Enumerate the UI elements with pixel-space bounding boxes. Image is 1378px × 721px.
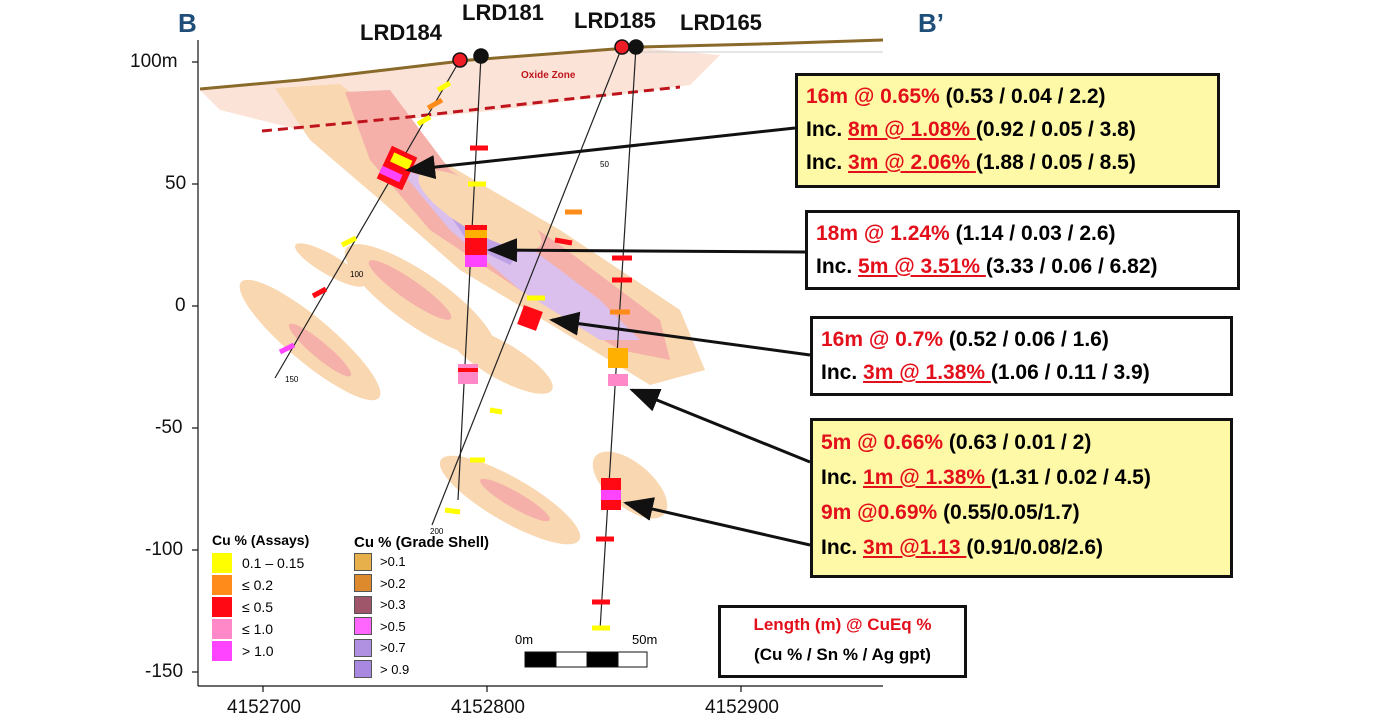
hole-trace-lrd165 (599, 46, 637, 631)
shell-lens (295, 243, 365, 287)
hole-trace-lrd184 (274, 59, 461, 379)
legend-item: >0.2 (354, 573, 489, 595)
collar-lrd184 (452, 52, 468, 68)
intercept-box-3: 16m @ 0.7% (0.52 / 0.06 / 1.6) Inc. 3m @… (810, 316, 1233, 396)
oxide-zone-label: Oxide Zone (521, 70, 576, 81)
callout-arrows (405, 126, 811, 547)
axes (192, 40, 883, 692)
depth-mark: 50 (600, 160, 609, 169)
shell-lens (418, 170, 542, 250)
legend-item: > 0.9 (354, 659, 489, 681)
arrow-intercept-1 (405, 126, 796, 180)
key-line-2: (Cu % / Sn % / Ag gpt) (754, 645, 931, 664)
arrow-intercept-3 (549, 311, 811, 357)
depth-mark: 200 (430, 527, 444, 536)
legend-item: ≤ 0.5 (212, 596, 309, 618)
intercept-box-4: 5m @ 0.66% (0.63 / 0.01 / 2) Inc. 1m @ 1… (810, 418, 1233, 578)
arrow-intercept-2 (487, 238, 806, 263)
scale-bar-start: 0m (515, 632, 534, 647)
scale-bar-end: 50m (632, 632, 658, 647)
collar-lrd165 (628, 39, 644, 55)
assay-intervals (278, 80, 632, 631)
hole-label-lrd165: LRD165 (680, 10, 762, 35)
scale-bar (524, 651, 648, 668)
legend-assays: Cu % (Assays) 0.1 – 0.15 ≤ 0.2 ≤ 0.5 ≤ 1… (212, 532, 309, 662)
y-tick: -150 (145, 661, 184, 682)
legend-grade-shell: Cu % (Grade Shell) >0.1 >0.2 >0.3 >0.5 >… (354, 534, 489, 680)
intercept-key: Length (m) @ CuEq % (Cu % / Sn % / Ag gp… (718, 605, 967, 678)
oxide-boundary (261, 85, 681, 133)
legend-item: > 1.0 (212, 640, 309, 662)
depth-mark: 150 (285, 375, 299, 384)
arrow-intercept-4 (629, 388, 811, 464)
x-tick: 4152800 (451, 697, 525, 718)
shell-lens (480, 478, 550, 522)
depth-mark: 100 (350, 270, 364, 279)
key-line-1: Length (m) @ CuEq % (753, 615, 932, 634)
hole-label-lrd185: LRD185 (574, 8, 656, 33)
section-end-label: B’ (918, 8, 944, 38)
drill-traces (274, 46, 637, 631)
legend-item: >0.1 (354, 551, 489, 573)
legend-item: ≤ 1.0 (212, 618, 309, 640)
arrow-intercept-5 (623, 497, 811, 547)
legend-item: >0.3 (354, 594, 489, 616)
collar-lrd185 (614, 39, 630, 55)
y-tick: 0 (175, 295, 186, 316)
shell-lens (288, 323, 352, 377)
x-tick: 4152900 (705, 697, 779, 718)
y-tick: -100 (145, 539, 184, 560)
topography-line (199, 38, 884, 91)
y-tick: 100m (130, 51, 178, 72)
intercept-box-1: 16m @ 0.65% (0.53 / 0.04 / 2.2) Inc. 8m … (795, 73, 1220, 188)
legend-shell-title: Cu % (Grade Shell) (354, 534, 490, 551)
hole-trace-lrd185 (431, 46, 623, 526)
legend-item: >0.7 (354, 637, 489, 659)
intercept-box-2: 18m @ 1.24% (1.14 / 0.03 / 2.6) Inc. 5m … (805, 210, 1240, 290)
legend-item: 0.1 – 0.15 (212, 552, 309, 574)
hole-trace-lrd181 (457, 55, 482, 501)
x-tick: 4152700 (227, 697, 301, 718)
legend-item: ≤ 0.2 (212, 574, 309, 596)
grade-shells (200, 48, 720, 545)
legend-assays-title: Cu % (Assays) (212, 532, 310, 548)
shell-lens (592, 451, 668, 519)
hole-label-lrd181: LRD181 (462, 0, 544, 25)
shell-lens (447, 326, 553, 394)
y-tick: 50 (165, 173, 187, 194)
shell-lens (368, 260, 452, 320)
legend-item: >0.5 (354, 616, 489, 638)
y-tick: -50 (155, 417, 183, 438)
hole-label-lrd184: LRD184 (360, 20, 442, 45)
collars (452, 39, 644, 68)
section-start-label: B (178, 8, 197, 38)
collar-lrd181 (473, 48, 489, 64)
